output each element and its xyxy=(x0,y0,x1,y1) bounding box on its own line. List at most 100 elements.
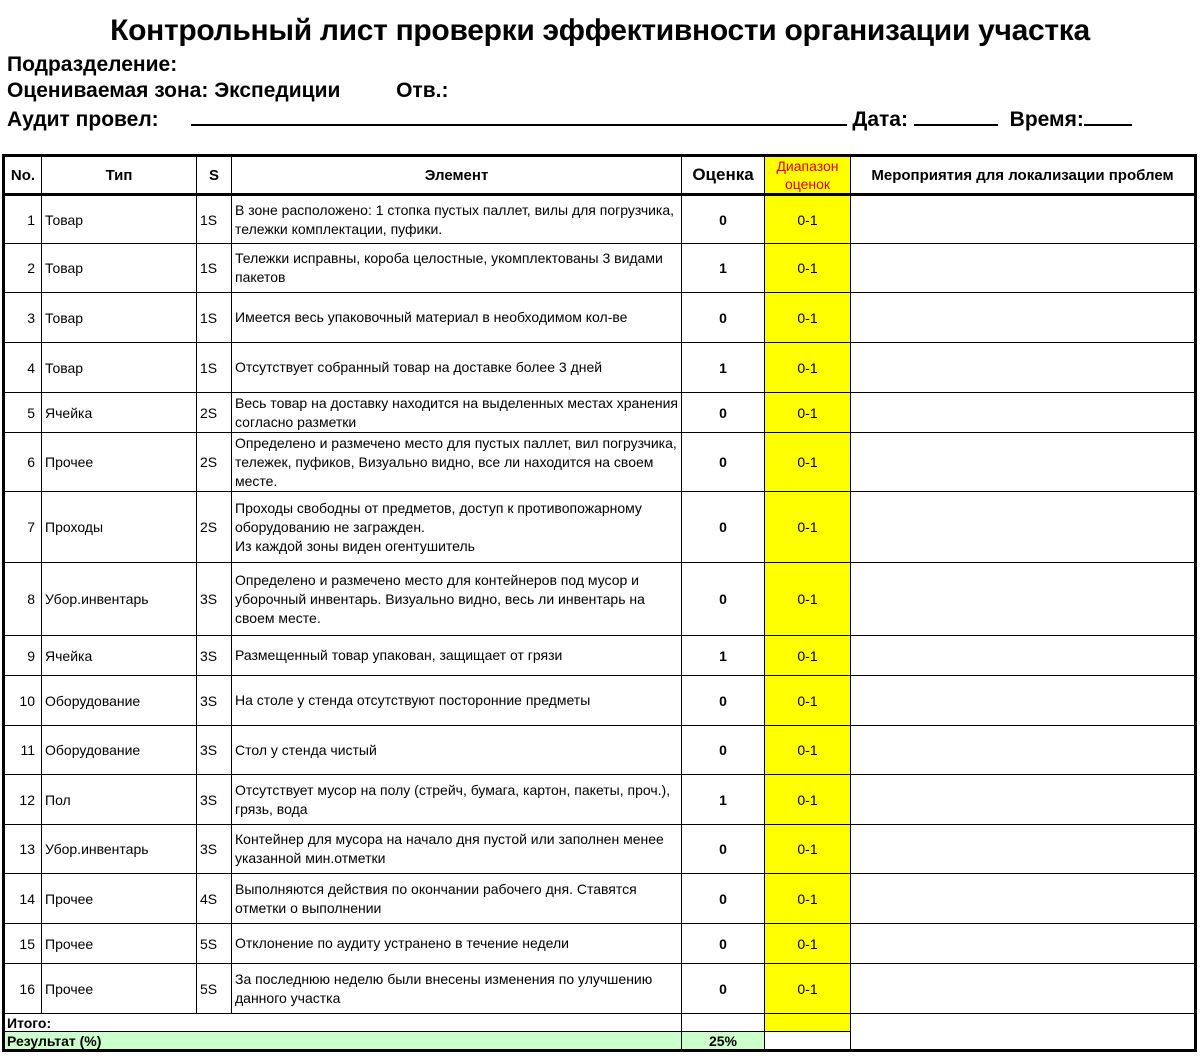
row-element: Контейнер для мусора на начало дня пусто… xyxy=(231,824,682,874)
row-element: В зоне расположено: 1 стопка пустых палл… xyxy=(231,194,682,244)
table-row: 13 Убор.инвентарь 3S Контейнер для мусора н… xyxy=(3,824,1196,874)
row-score[interactable]: 1 xyxy=(681,342,765,393)
row-s-level: 3S xyxy=(196,824,232,874)
row-action[interactable] xyxy=(850,963,1196,1014)
row-range: 0-1 xyxy=(764,194,851,244)
responsible-label: Отв.: xyxy=(396,79,449,102)
row-action[interactable] xyxy=(850,923,1196,964)
auditor-field[interactable] xyxy=(190,104,847,126)
row-number: 11 xyxy=(3,725,42,775)
row-range: 0-1 xyxy=(764,342,851,393)
row-score[interactable]: 0 xyxy=(681,873,765,924)
table-header-row: No. Тип S Элемент Оценка Диапазон оценок… xyxy=(3,155,1196,196)
row-score[interactable]: 1 xyxy=(681,635,765,676)
row-element: Весь товар на доставку находится на выде… xyxy=(231,392,682,433)
row-action[interactable] xyxy=(850,824,1196,874)
row-type: Товар xyxy=(41,243,197,293)
row-number: 8 xyxy=(3,562,42,636)
row-range: 0-1 xyxy=(764,675,851,726)
row-action[interactable] xyxy=(850,562,1196,636)
row-score[interactable]: 0 xyxy=(681,194,765,244)
table-row: 5 Ячейка 2S Весь товар на доставку находитс… xyxy=(3,392,1196,433)
row-score[interactable]: 0 xyxy=(681,432,765,492)
row-action[interactable] xyxy=(850,392,1196,433)
row-type: Убор.инвентарь xyxy=(41,824,197,874)
row-range: 0-1 xyxy=(764,392,851,433)
row-number: 2 xyxy=(3,243,42,293)
row-type: Проходы xyxy=(41,491,197,563)
row-type: Оборудование xyxy=(41,675,197,726)
table-row: 1 Товар 1S В зоне расположено: 1 стопка пус… xyxy=(3,194,1196,244)
row-element: Отклонение по аудиту устранено в течение… xyxy=(231,923,682,964)
row-type: Ячейка xyxy=(41,635,197,676)
total-actions[interactable] xyxy=(850,1013,1196,1051)
row-action[interactable] xyxy=(850,675,1196,726)
row-s-level: 2S xyxy=(196,432,232,492)
row-score[interactable]: 1 xyxy=(681,243,765,293)
row-element: Имеется весь упаковочный материал в необ… xyxy=(231,292,682,343)
row-s-level: 3S xyxy=(196,635,232,676)
table-row: 14 Прочее 4S Выполняются действия по оконча… xyxy=(3,873,1196,924)
row-type: Товар xyxy=(41,194,197,244)
row-action[interactable] xyxy=(850,342,1196,393)
row-score[interactable]: 0 xyxy=(681,392,765,433)
row-action[interactable] xyxy=(850,292,1196,343)
row-type: Убор.инвентарь xyxy=(41,562,197,636)
time-label: Время: xyxy=(1009,108,1084,131)
row-s-level: 3S xyxy=(196,675,232,726)
row-s-level: 1S xyxy=(196,342,232,393)
row-element: Отсутствует мусор на полу (стрейч, бумаг… xyxy=(231,774,682,825)
row-range: 0-1 xyxy=(764,774,851,825)
row-type: Прочее xyxy=(41,923,197,964)
table-row: 10 Оборудование 3S На столе у стенда отсутс… xyxy=(3,675,1196,726)
row-score[interactable]: 0 xyxy=(681,292,765,343)
division-label: Подразделение: xyxy=(7,53,178,76)
row-number: 15 xyxy=(3,923,42,964)
row-number: 1 xyxy=(3,194,42,244)
row-element: Размещенный товар упакован, защищает от … xyxy=(231,635,682,676)
date-field[interactable] xyxy=(913,104,998,126)
total-score[interactable] xyxy=(681,1013,765,1032)
row-range: 0-1 xyxy=(764,491,851,563)
row-action[interactable] xyxy=(850,725,1196,775)
total-range xyxy=(764,1013,851,1032)
table-row: 6 Прочее 2S Определено и размечено место дл… xyxy=(3,432,1196,492)
row-action[interactable] xyxy=(850,774,1196,825)
row-number: 7 xyxy=(3,491,42,563)
row-score[interactable]: 0 xyxy=(681,923,765,964)
row-number: 16 xyxy=(3,963,42,1014)
row-element: Выполняются действия по окончании рабоче… xyxy=(231,873,682,924)
row-range: 0-1 xyxy=(764,963,851,1014)
row-score[interactable]: 0 xyxy=(681,562,765,636)
row-score[interactable]: 0 xyxy=(681,963,765,1014)
row-score[interactable]: 0 xyxy=(681,824,765,874)
row-element: Определено и размечено место для контейн… xyxy=(231,562,682,636)
header-score: Оценка xyxy=(681,155,765,196)
header-type: Тип xyxy=(41,155,197,196)
zone-value: Экспедиции xyxy=(214,79,341,102)
header-s: S xyxy=(196,155,232,196)
row-number: 4 xyxy=(3,342,42,393)
row-action[interactable] xyxy=(850,194,1196,244)
row-score[interactable]: 0 xyxy=(681,725,765,775)
header-element: Элемент xyxy=(231,155,682,196)
row-action[interactable] xyxy=(850,432,1196,492)
row-action[interactable] xyxy=(850,491,1196,563)
row-s-level: 1S xyxy=(196,194,232,244)
result-range xyxy=(764,1031,851,1051)
time-field[interactable] xyxy=(1083,104,1132,126)
checklist-table: No. Тип S Элемент Оценка Диапазон оценок… xyxy=(2,154,1197,1052)
header-actions: Мероприятия для локализации проблем xyxy=(850,155,1196,196)
row-element: Отсутствует собранный товар на доставке … xyxy=(231,342,682,393)
row-element: Определено и размечено место для пустых … xyxy=(231,432,682,492)
row-action[interactable] xyxy=(850,243,1196,293)
row-score[interactable]: 0 xyxy=(681,675,765,726)
row-action[interactable] xyxy=(850,873,1196,924)
row-element: Стол у стенда чистый xyxy=(231,725,682,775)
row-score[interactable]: 1 xyxy=(681,774,765,825)
auditor-label: Аудит провел: xyxy=(7,108,159,131)
row-action[interactable] xyxy=(850,635,1196,676)
row-type: Прочее xyxy=(41,873,197,924)
row-score[interactable]: 0 xyxy=(681,491,765,563)
row-range: 0-1 xyxy=(764,923,851,964)
